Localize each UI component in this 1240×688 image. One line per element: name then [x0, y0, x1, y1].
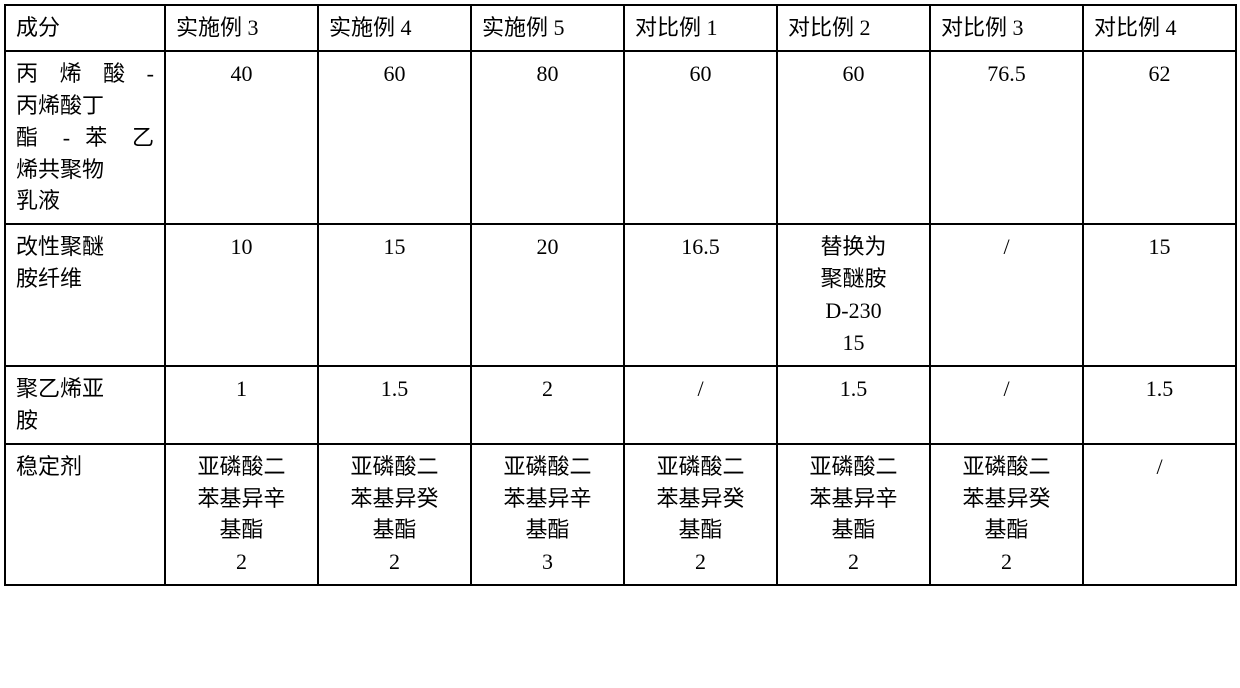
cell-line: 亚磷酸二 — [941, 451, 1072, 483]
cell-line: 苯基异癸 — [329, 483, 460, 515]
cell-value: / — [930, 366, 1083, 444]
cell-stabilizer: 亚磷酸二 苯基异辛 基酯 3 — [471, 444, 624, 586]
cell-line: 亚磷酸二 — [635, 451, 766, 483]
label-line: 胺 — [16, 405, 154, 437]
cell-line: 2 — [176, 546, 307, 578]
cell-line: 亚磷酸二 — [176, 451, 307, 483]
cell-value: 1.5 — [777, 366, 930, 444]
label-line: 胺纤维 — [16, 263, 154, 295]
cell-line: 基酯 — [176, 514, 307, 546]
label-line: 丙烯酸丁 — [16, 90, 154, 122]
cell-line: 15 — [788, 327, 919, 359]
label-line: 改性聚醚 — [16, 231, 154, 263]
cell-line: 苯基异辛 — [176, 483, 307, 515]
cell-value: / — [624, 366, 777, 444]
cell-line: 基酯 — [788, 514, 919, 546]
cell-value: 60 — [318, 51, 471, 224]
row-stabilizer: 稳定剂 亚磷酸二 苯基异辛 基酯 2 亚磷酸二 苯基异癸 基酯 2 亚磷酸二 苯… — [5, 444, 1236, 586]
label-line: 丙 烯 酸 - — [16, 58, 154, 90]
label-stabilizer: 稳定剂 — [5, 444, 165, 586]
cell-stabilizer: 亚磷酸二 苯基异癸 基酯 2 — [930, 444, 1083, 586]
cell-value: 62 — [1083, 51, 1236, 224]
label-acrylic: 丙 烯 酸 - 丙烯酸丁 酯 - 苯 乙 烯共聚物 乳液 — [5, 51, 165, 224]
cell-value: 60 — [624, 51, 777, 224]
cell-value: / — [930, 224, 1083, 366]
cell-value: 80 — [471, 51, 624, 224]
label-line: 聚乙烯亚 — [16, 373, 154, 405]
cell-line: 亚磷酸二 — [482, 451, 613, 483]
cell-line: 亚磷酸二 — [329, 451, 460, 483]
cell-value: 2 — [471, 366, 624, 444]
cell-line: 基酯 — [941, 514, 1072, 546]
cell-value: 1.5 — [318, 366, 471, 444]
cell-line: 苯基异辛 — [788, 483, 919, 515]
cell-line: 2 — [788, 546, 919, 578]
cell-stabilizer: 亚磷酸二 苯基异辛 基酯 2 — [777, 444, 930, 586]
cell-replaced: 替换为 聚醚胺 D-230 15 — [777, 224, 930, 366]
header-col5: 对比例 2 — [777, 5, 930, 51]
label-line: 乳液 — [16, 185, 154, 217]
composition-table: 成分 实施例 3 实施例 4 实施例 5 对比例 1 对比例 2 对比例 3 对… — [4, 4, 1237, 586]
header-col4: 对比例 1 — [624, 5, 777, 51]
label-polyethyleneimine: 聚乙烯亚 胺 — [5, 366, 165, 444]
cell-value: 76.5 — [930, 51, 1083, 224]
row-polyethyleneimine: 聚乙烯亚 胺 1 1.5 2 / 1.5 / 1.5 — [5, 366, 1236, 444]
cell-value: 15 — [318, 224, 471, 366]
cell-value: 20 — [471, 224, 624, 366]
header-col2: 实施例 4 — [318, 5, 471, 51]
header-col6: 对比例 3 — [930, 5, 1083, 51]
cell-value: 15 — [1083, 224, 1236, 366]
header-col7: 对比例 4 — [1083, 5, 1236, 51]
cell-value: 1.5 — [1083, 366, 1236, 444]
header-col1: 实施例 3 — [165, 5, 318, 51]
cell-line: 苯基异癸 — [635, 483, 766, 515]
cell-line: D-230 — [788, 295, 919, 327]
cell-line: 2 — [941, 546, 1072, 578]
cell-line: 2 — [635, 546, 766, 578]
header-col3: 实施例 5 — [471, 5, 624, 51]
cell-stabilizer: 亚磷酸二 苯基异癸 基酯 2 — [318, 444, 471, 586]
label-line: 酯 - 苯 乙 — [16, 122, 154, 154]
cell-line: 苯基异癸 — [941, 483, 1072, 515]
cell-line: 2 — [329, 546, 460, 578]
row-acrylic: 丙 烯 酸 - 丙烯酸丁 酯 - 苯 乙 烯共聚物 乳液 40 60 80 60… — [5, 51, 1236, 224]
cell-line: 苯基异辛 — [482, 483, 613, 515]
cell-stabilizer: 亚磷酸二 苯基异癸 基酯 2 — [624, 444, 777, 586]
cell-value: 40 — [165, 51, 318, 224]
cell-line: 替换为 — [788, 231, 919, 263]
cell-value: 1 — [165, 366, 318, 444]
cell-line: 聚醚胺 — [788, 263, 919, 295]
cell-line: 基酯 — [329, 514, 460, 546]
cell-value: / — [1083, 444, 1236, 586]
cell-line: 基酯 — [635, 514, 766, 546]
cell-value: 10 — [165, 224, 318, 366]
label-line: 烯共聚物 — [16, 154, 154, 186]
cell-line: 亚磷酸二 — [788, 451, 919, 483]
header-row: 成分 实施例 3 实施例 4 实施例 5 对比例 1 对比例 2 对比例 3 对… — [5, 5, 1236, 51]
label-polyether: 改性聚醚 胺纤维 — [5, 224, 165, 366]
row-polyether: 改性聚醚 胺纤维 10 15 20 16.5 替换为 聚醚胺 D-230 15 … — [5, 224, 1236, 366]
cell-line: 基酯 — [482, 514, 613, 546]
header-col0: 成分 — [5, 5, 165, 51]
cell-value: 16.5 — [624, 224, 777, 366]
cell-line: 3 — [482, 546, 613, 578]
cell-stabilizer: 亚磷酸二 苯基异辛 基酯 2 — [165, 444, 318, 586]
cell-value: 60 — [777, 51, 930, 224]
